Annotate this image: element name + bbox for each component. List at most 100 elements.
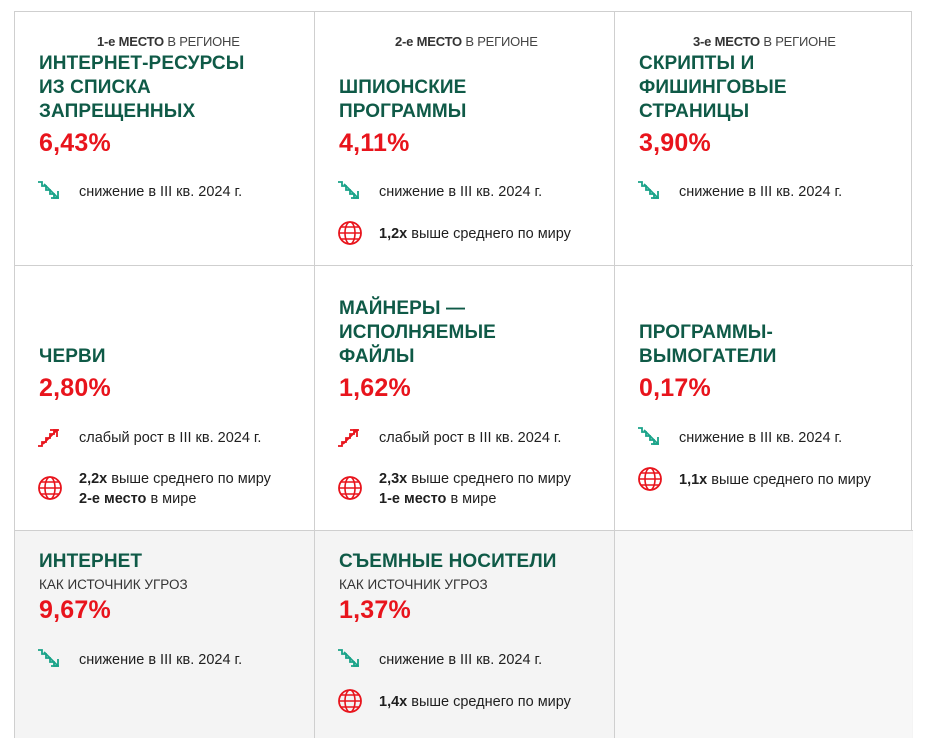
stat-cell-ransomware: ПРОГРАММЫ- ВЫМОГАТЕЛИ 0,17% снижение в I… [615, 266, 913, 530]
trend-row: снижение в III кв. 2024 г. [35, 649, 243, 680]
region-rank-bold: 3-е МЕСТО [693, 34, 760, 49]
region-rank-bold: 1-е МЕСТО [97, 34, 164, 49]
region-rank: 1-е МЕСТО В РЕГИОНЕ [97, 34, 240, 49]
world-comparison: выше среднего по миру [407, 471, 571, 487]
grid-divider [614, 12, 615, 738]
stat-cell-internet-resources: 1-е МЕСТО В РЕГИОНЕ ИНТЕРНЕТ-РЕСУРСЫ ИЗ … [15, 12, 314, 265]
cell-title-line: ФАЙЛЫ [339, 346, 415, 367]
percent-value: 6,43% [39, 129, 111, 157]
trend-row: слабый рост в III кв. 2024 г. [35, 428, 261, 458]
world-multiplier: 1,4х [379, 694, 408, 710]
world-text: 2,3х выше среднего по миру 1-е место в м… [379, 469, 571, 509]
cell-title-line: ПРОГРАММЫ [339, 101, 467, 122]
stat-cell-worms: ЧЕРВИ 2,80% слабый рост в III кв. 2024 г… [15, 266, 314, 530]
cell-title-line: ИЗ СПИСКА [39, 77, 151, 98]
world-row: 1,4х выше среднего по миру [335, 689, 571, 722]
grid-divider [15, 530, 913, 531]
trend-text: слабый рост в III кв. 2024 г. [79, 430, 262, 446]
trend-down-icon [338, 649, 359, 667]
world-rank: 2-е место [79, 491, 147, 507]
cell-title-line: МАЙНЕРЫ — [339, 298, 466, 319]
trend-text: снижение в III кв. 2024 г. [679, 184, 843, 200]
trend-text: снижение в III кв. 2024 г. [379, 652, 543, 668]
globe-icon [338, 476, 362, 500]
percent-value: 0,17% [639, 374, 711, 402]
world-text: 2,2х выше среднего по миру 2-е место в м… [79, 469, 271, 509]
world-rank-text: в мире [446, 491, 497, 507]
percent-value: 3,90% [639, 129, 711, 157]
cell-title-line: СЪЕМНЫЕ НОСИТЕЛИ [339, 551, 557, 572]
trend-text: снижение в III кв. 2024 г. [679, 430, 843, 446]
stats-grid: 1-е МЕСТО В РЕГИОНЕ ИНТЕРНЕТ-РЕСУРСЫ ИЗ … [14, 11, 913, 738]
world-row: 1,1х выше среднего по миру [635, 467, 871, 500]
trend-down-icon [638, 181, 659, 199]
cell-title: ШПИОНСКИЕ ПРОГРАММЫ [339, 76, 467, 124]
world-text: 1,4х выше среднего по миру [379, 692, 571, 712]
world-comparison: выше среднего по миру [707, 472, 871, 488]
cell-title-line: ПРОГРАММЫ- [639, 322, 773, 343]
region-rank-text: В РЕГИОНЕ [163, 34, 240, 49]
stat-cell-spyware: 2-е МЕСТО В РЕГИОНЕ ШПИОНСКИЕ ПРОГРАММЫ … [315, 12, 614, 265]
trend-text: снижение в III кв. 2024 г. [379, 184, 543, 200]
world-multiplier: 1,2х [379, 226, 408, 242]
percent-value: 1,37% [339, 596, 411, 624]
cell-title-line: ВЫМОГАТЕЛИ [639, 346, 777, 367]
cell-title-line: ЗАПРЕЩЕННЫХ [39, 101, 196, 122]
cell-title-line: ШПИОНСКИЕ [339, 77, 467, 98]
region-rank-text: В РЕГИОНЕ [759, 34, 836, 49]
world-rank-text: в мире [146, 491, 197, 507]
world-comparison: выше среднего по миру [407, 226, 571, 242]
empty-cell [614, 530, 912, 738]
world-comparison: выше среднего по миру [407, 694, 571, 710]
globe-icon [638, 467, 662, 491]
trend-text: слабый рост в III кв. 2024 г. [379, 430, 562, 446]
world-multiplier: 2,3х [379, 471, 408, 487]
stat-cell-miners: МАЙНЕРЫ — ИСПОЛНЯЕМЫЕ ФАЙЛЫ 1,62% слабый… [315, 266, 614, 530]
cell-title-line: ИСПОЛНЯЕМЫЕ [339, 322, 496, 343]
trend-row: снижение в III кв. 2024 г. [35, 181, 243, 212]
world-row: 2,3х выше среднего по миру 1-е место в м… [335, 469, 571, 509]
cell-title-line: ИНТЕРНЕТ-РЕСУРСЫ [39, 53, 245, 74]
world-row: 1,2х выше среднего по миру [335, 221, 571, 254]
world-multiplier: 1,1х [679, 472, 708, 488]
world-text: 1,1х выше среднего по миру [679, 470, 871, 490]
cell-title: ЧЕРВИ [39, 345, 106, 369]
trend-down-icon [638, 427, 659, 445]
stat-cell-removable-media: СЪЕМНЫЕ НОСИТЕЛИ КАК ИСТОЧНИК УГРОЗ 1,37… [315, 531, 614, 738]
world-multiplier: 2,2х [79, 471, 108, 487]
globe-icon [338, 221, 362, 245]
region-rank: 3-е МЕСТО В РЕГИОНЕ [693, 34, 836, 49]
percent-value: 1,62% [339, 374, 411, 402]
trend-down-icon [38, 181, 59, 199]
trend-row: снижение в III кв. 2024 г. [635, 181, 843, 212]
cell-subtitle: КАК ИСТОЧНИК УГРОЗ [339, 577, 488, 592]
trend-text: снижение в III кв. 2024 г. [79, 184, 243, 200]
percent-value: 2,80% [39, 374, 111, 402]
stat-cell-internet-source: ИНТЕРНЕТ КАК ИСТОЧНИК УГРОЗ 9,67% снижен… [15, 531, 314, 738]
world-comparison: выше среднего по миру [107, 471, 271, 487]
cell-subtitle: КАК ИСТОЧНИК УГРОЗ [39, 577, 188, 592]
cell-title-line: ФИШИНГОВЫЕ [639, 77, 787, 98]
grid-divider [15, 265, 913, 266]
trend-up-icon [338, 429, 359, 447]
cell-title: ИНТЕРНЕТ [39, 550, 142, 574]
cell-title-line: СТРАНИЦЫ [639, 101, 750, 122]
cell-title: СЪЕМНЫЕ НОСИТЕЛИ [339, 550, 557, 574]
cell-title-line: СКРИПТЫ И [639, 53, 755, 74]
cell-title: СКРИПТЫ И ФИШИНГОВЫЕ СТРАНИЦЫ [639, 52, 787, 124]
region-rank-text: В РЕГИОНЕ [461, 34, 538, 49]
trend-row: снижение в III кв. 2024 г. [335, 649, 543, 680]
region-rank: 2-е МЕСТО В РЕГИОНЕ [395, 34, 538, 49]
cell-title-line: ИНТЕРНЕТ [39, 551, 143, 572]
trend-text: снижение в III кв. 2024 г. [79, 652, 243, 668]
region-rank-bold: 2-е МЕСТО [395, 34, 462, 49]
trend-up-icon [38, 429, 59, 447]
percent-value: 4,11% [339, 129, 410, 157]
globe-icon [338, 689, 362, 713]
grid-divider [314, 12, 315, 738]
trend-down-icon [338, 181, 359, 199]
cell-title: ПРОГРАММЫ- ВЫМОГАТЕЛИ [639, 321, 777, 369]
trend-down-icon [38, 649, 59, 667]
cell-title: ИНТЕРНЕТ-РЕСУРСЫ ИЗ СПИСКА ЗАПРЕЩЕННЫХ [39, 52, 244, 124]
globe-icon [38, 476, 62, 500]
